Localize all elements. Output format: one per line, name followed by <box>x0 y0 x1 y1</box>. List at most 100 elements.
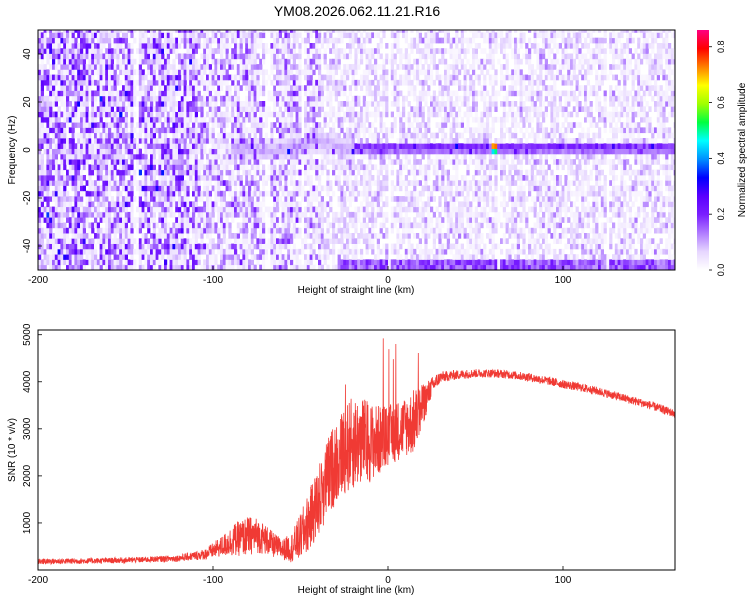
heatmap-cell <box>396 90 400 97</box>
heatmap-cell <box>312 116 316 123</box>
heatmap-cell <box>390 227 394 234</box>
heatmap-cell <box>88 30 92 33</box>
heatmap-cell <box>88 185 92 192</box>
heatmap-cell <box>38 85 42 91</box>
heatmap-cell <box>407 243 411 250</box>
heatmap-cell <box>234 159 238 165</box>
heatmap-cell <box>388 264 392 270</box>
heatmap-cell <box>169 43 173 49</box>
heatmap-cell <box>40 95 44 102</box>
heatmap-cell <box>346 32 350 39</box>
heatmap-cell <box>348 48 352 54</box>
heatmap-cell <box>278 196 282 202</box>
heatmap-cell <box>66 95 70 102</box>
heatmap-cell <box>250 175 254 181</box>
heatmap-cell <box>390 190 394 197</box>
heatmap-cell <box>234 116 238 123</box>
heatmap-cell <box>295 32 299 39</box>
heatmap-cell <box>172 190 176 197</box>
heatmap-cell <box>399 143 403 149</box>
heatmap-cell <box>133 148 137 155</box>
heatmap-cell <box>382 185 386 192</box>
heatmap-cell <box>292 254 296 260</box>
heatmap-cell <box>49 101 53 107</box>
heatmap-cell <box>158 243 162 250</box>
heatmap-cell <box>256 79 260 86</box>
heatmap-cell <box>144 185 148 192</box>
heatmap-cell <box>49 153 53 160</box>
heatmap-cell <box>108 48 112 54</box>
heatmap-cell <box>152 106 156 112</box>
heatmap-cell <box>43 148 47 155</box>
heatmap-cell <box>71 79 75 86</box>
heatmap-cell <box>197 206 201 213</box>
heatmap-cell <box>38 222 42 229</box>
heatmap-cell <box>273 53 277 60</box>
heatmap-cell <box>152 58 156 65</box>
heatmap-cell <box>49 233 53 239</box>
heatmap-cell <box>54 254 58 260</box>
heatmap-cell <box>105 101 109 107</box>
heatmap-cell <box>110 238 114 244</box>
heatmap-cell <box>287 48 291 54</box>
heatmap-cell <box>225 138 229 144</box>
heatmap-cell <box>348 238 352 244</box>
heatmap-cell <box>102 69 106 76</box>
heatmap-cell <box>194 30 198 33</box>
heatmap-cell <box>290 259 294 266</box>
heatmap-cell <box>217 79 221 86</box>
heatmap-cell <box>141 74 145 81</box>
heatmap-cell <box>108 138 112 144</box>
heatmap-cell <box>217 169 221 176</box>
heatmap-cell <box>194 148 198 155</box>
heatmap-cell <box>236 180 240 186</box>
heatmap-cell <box>74 159 78 165</box>
heatmap-cell <box>138 111 142 118</box>
heatmap-cell <box>368 37 372 44</box>
heatmap-cell <box>77 264 81 270</box>
heatmap-cell <box>264 116 268 123</box>
heatmap-cell <box>248 222 252 229</box>
heatmap-cell <box>164 58 168 65</box>
heatmap-cell <box>337 32 341 39</box>
heatmap-cell <box>390 264 394 270</box>
heatmap-cell <box>108 222 112 229</box>
heatmap-cell <box>393 30 397 33</box>
heatmap-cell <box>259 201 263 208</box>
heatmap-cell <box>250 264 254 270</box>
heatmap-cell <box>371 227 375 234</box>
heatmap-cell <box>354 58 358 65</box>
heatmap-cell <box>155 185 159 192</box>
heatmap-cell <box>192 32 196 39</box>
heatmap-cell <box>46 58 50 65</box>
heatmap-cell <box>208 175 212 181</box>
heatmap-cell <box>186 106 190 112</box>
heatmap-cell <box>144 248 148 255</box>
heatmap-cell <box>402 164 406 171</box>
heatmap-cell <box>77 185 81 192</box>
heatmap-cell <box>54 217 58 223</box>
heatmap-cell <box>166 175 170 181</box>
heatmap-cell <box>54 206 58 213</box>
heatmap-cell <box>40 233 44 239</box>
heatmap-cell <box>68 79 72 86</box>
heatmap-cell <box>141 175 145 181</box>
heatmap-cell <box>158 69 162 76</box>
heatmap-cell <box>236 79 240 86</box>
heatmap-cell <box>164 43 168 49</box>
heatmap-cell <box>40 264 44 270</box>
heatmap-cell <box>365 248 369 255</box>
heatmap-cell <box>113 48 117 54</box>
heatmap-cell <box>40 116 44 123</box>
heatmap-cell <box>152 233 156 239</box>
heatmap-cell <box>186 217 190 223</box>
heatmap-cell <box>362 164 366 171</box>
heatmap-cell <box>197 90 201 97</box>
heatmap-cell <box>379 143 383 149</box>
heatmap-cell <box>206 217 210 223</box>
heatmap-cell <box>40 127 44 134</box>
heatmap-cell <box>108 74 112 81</box>
heatmap-cell <box>382 217 386 223</box>
heatmap-cell <box>152 132 156 139</box>
heatmap-cell <box>152 211 156 218</box>
